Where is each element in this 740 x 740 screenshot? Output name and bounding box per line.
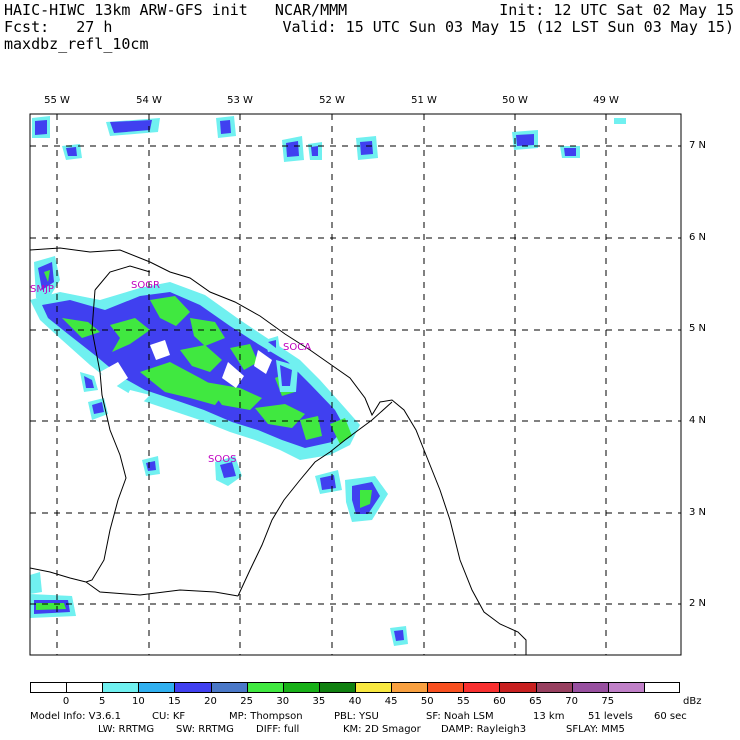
microphysics: MP: Thompson — [229, 711, 303, 722]
colorbar-tick-label: 75 — [601, 696, 615, 707]
km-opt: KM: 2D Smagor — [343, 724, 421, 735]
diffusion: DIFF: full — [256, 724, 300, 735]
colorbar-cell — [571, 682, 608, 693]
colorbar-tick-label: 30 — [276, 696, 290, 707]
title-line: HAIC-HIWC 13km ARW-GFS init NCAR/MMM — [4, 1, 348, 19]
coastal-storm-band — [30, 256, 360, 460]
levels: 51 levels — [588, 711, 633, 722]
colorbar-tick-label: 25 — [240, 696, 254, 707]
sw-scheme: SW: RRTMG — [176, 724, 234, 735]
colorbar-tick-label: 5 — [99, 696, 106, 707]
resolution: 13 km — [533, 711, 565, 722]
lat-label: 7 N — [689, 140, 707, 151]
timestep: 60 sec — [654, 711, 687, 722]
init-time: Init: 12 UTC Sat 02 May 15 — [499, 1, 734, 19]
colorbar-cell — [535, 682, 572, 693]
coastlines-borders — [30, 247, 527, 655]
colorbar-cell — [174, 682, 211, 693]
lat-label: 5 N — [689, 323, 707, 334]
colorbar-cell — [318, 682, 355, 693]
station-label: SOGR — [131, 280, 160, 291]
lon-label: 50 W — [502, 95, 528, 106]
lon-label: 52 W — [319, 95, 345, 106]
lon-label: 49 W — [593, 95, 619, 106]
lat-label: 3 N — [689, 507, 707, 518]
sflay: SFLAY: MM5 — [566, 724, 625, 735]
colorbar-cell — [210, 682, 247, 693]
map-frame — [29, 113, 682, 656]
lat-label: 2 N — [689, 598, 707, 609]
colorbar-tick-label: 50 — [420, 696, 434, 707]
lat-label: 6 N — [689, 232, 707, 243]
pbl-scheme: PBL: YSU — [334, 711, 379, 722]
colorbar-cell — [463, 682, 500, 693]
colorbar-cell — [355, 682, 392, 693]
lon-label: 51 W — [411, 95, 437, 106]
colorbar-frame — [30, 682, 680, 693]
colorbar-tick-label: 45 — [384, 696, 398, 707]
colorbar-cell — [607, 682, 644, 693]
forecast-hour: Fcst: 27 h — [4, 18, 113, 36]
cumulus-scheme: CU: KF — [152, 711, 186, 722]
valid-time: Valid: 15 UTC Sun 03 May 15 (12 LST Sun … — [282, 18, 734, 36]
colorbar-tick-label: 40 — [348, 696, 362, 707]
colorbar-cell — [427, 682, 464, 693]
colorbar-cell — [499, 682, 536, 693]
station-label: SMJP — [30, 284, 54, 295]
scattered-cells — [30, 336, 408, 646]
colorbar-cell — [246, 682, 283, 693]
lat-lon-grid — [30, 114, 681, 655]
lat-label: 4 N — [689, 415, 707, 426]
colorbar-tick-label: 0 — [62, 696, 70, 707]
colorbar-tick-label: 60 — [493, 696, 506, 707]
colorbar-tick-label: 65 — [529, 696, 542, 707]
colorbar-cell — [643, 682, 680, 693]
lon-label: 54 W — [136, 95, 162, 106]
field-name: maxdbz_refl_10cm — [4, 35, 149, 53]
colorbar-unit: dBz — [683, 696, 702, 707]
colorbar-tick-label: 35 — [312, 696, 326, 707]
lon-label: 55 W — [44, 95, 70, 106]
surface-scheme: SF: Noah LSM — [426, 711, 494, 722]
colorbar-cell — [138, 682, 175, 693]
northern-cells — [32, 116, 626, 162]
colorbar-cell — [66, 682, 103, 693]
damping: DAMP: Rayleigh3 — [441, 724, 527, 735]
colorbar-tick-label: 15 — [168, 696, 181, 707]
lw-scheme: LW: RRTMG — [98, 724, 155, 735]
station-label: SOCA — [283, 342, 311, 353]
model-info: Model Info: V3.6.1 — [30, 711, 121, 722]
colorbar-cell — [391, 682, 428, 693]
colorbar-tick-label: 55 — [456, 696, 470, 707]
colorbar-tick-label: 70 — [565, 696, 579, 707]
colorbar-tick-label: 20 — [204, 696, 217, 707]
colorbar-cell — [282, 682, 319, 693]
station-label: SOOS — [208, 454, 236, 465]
reflectivity-cells — [30, 114, 681, 655]
lon-label: 53 W — [227, 95, 253, 106]
colorbar-cell — [102, 682, 139, 693]
colorbar-tick-label: 10 — [131, 696, 145, 707]
